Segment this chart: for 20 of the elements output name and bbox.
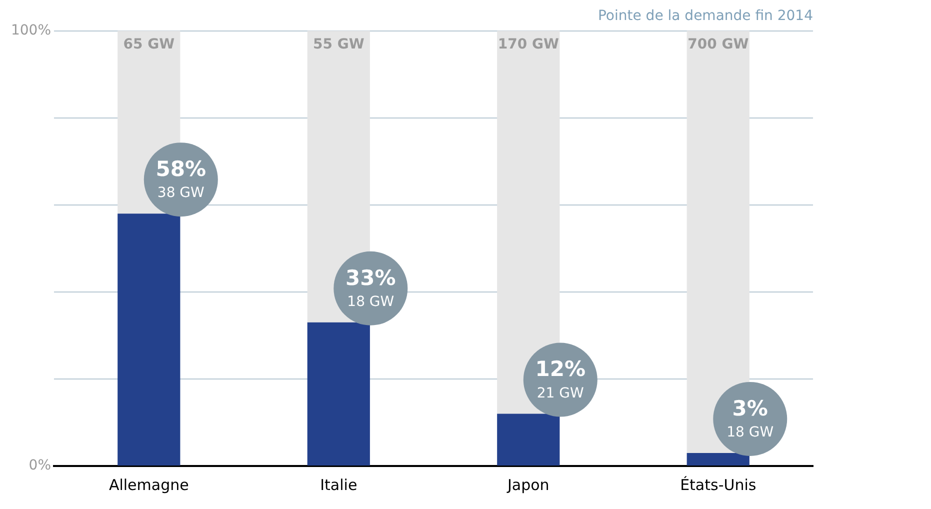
x-tick-label: Italie xyxy=(320,476,358,494)
data-label: 3% xyxy=(732,396,768,420)
annotation: 170 GW xyxy=(498,36,559,52)
annotation: 21 GW xyxy=(536,385,584,402)
data-label: 58% xyxy=(156,157,206,182)
y-tick-label: 100% xyxy=(10,22,52,38)
annotation: 18 GW xyxy=(726,424,774,441)
annotation: 38 GW xyxy=(157,185,205,202)
annotation: 18 GW xyxy=(347,294,394,310)
x-tick-label: États-Unis xyxy=(680,476,756,494)
annotation: 55 GW xyxy=(312,36,364,52)
bar xyxy=(686,452,750,466)
data-label: 12% xyxy=(535,357,586,382)
annotation: 700 GW xyxy=(688,36,749,52)
chart-title: Pointe de la demande fin 2014 xyxy=(598,8,814,24)
data-label: 33% xyxy=(346,266,396,290)
x-tick-label: Allemagne xyxy=(108,476,189,494)
y-tick-label: 0% xyxy=(28,458,52,474)
annotation: 65 GW xyxy=(123,36,175,52)
x-tick-label: Japon xyxy=(506,476,550,494)
